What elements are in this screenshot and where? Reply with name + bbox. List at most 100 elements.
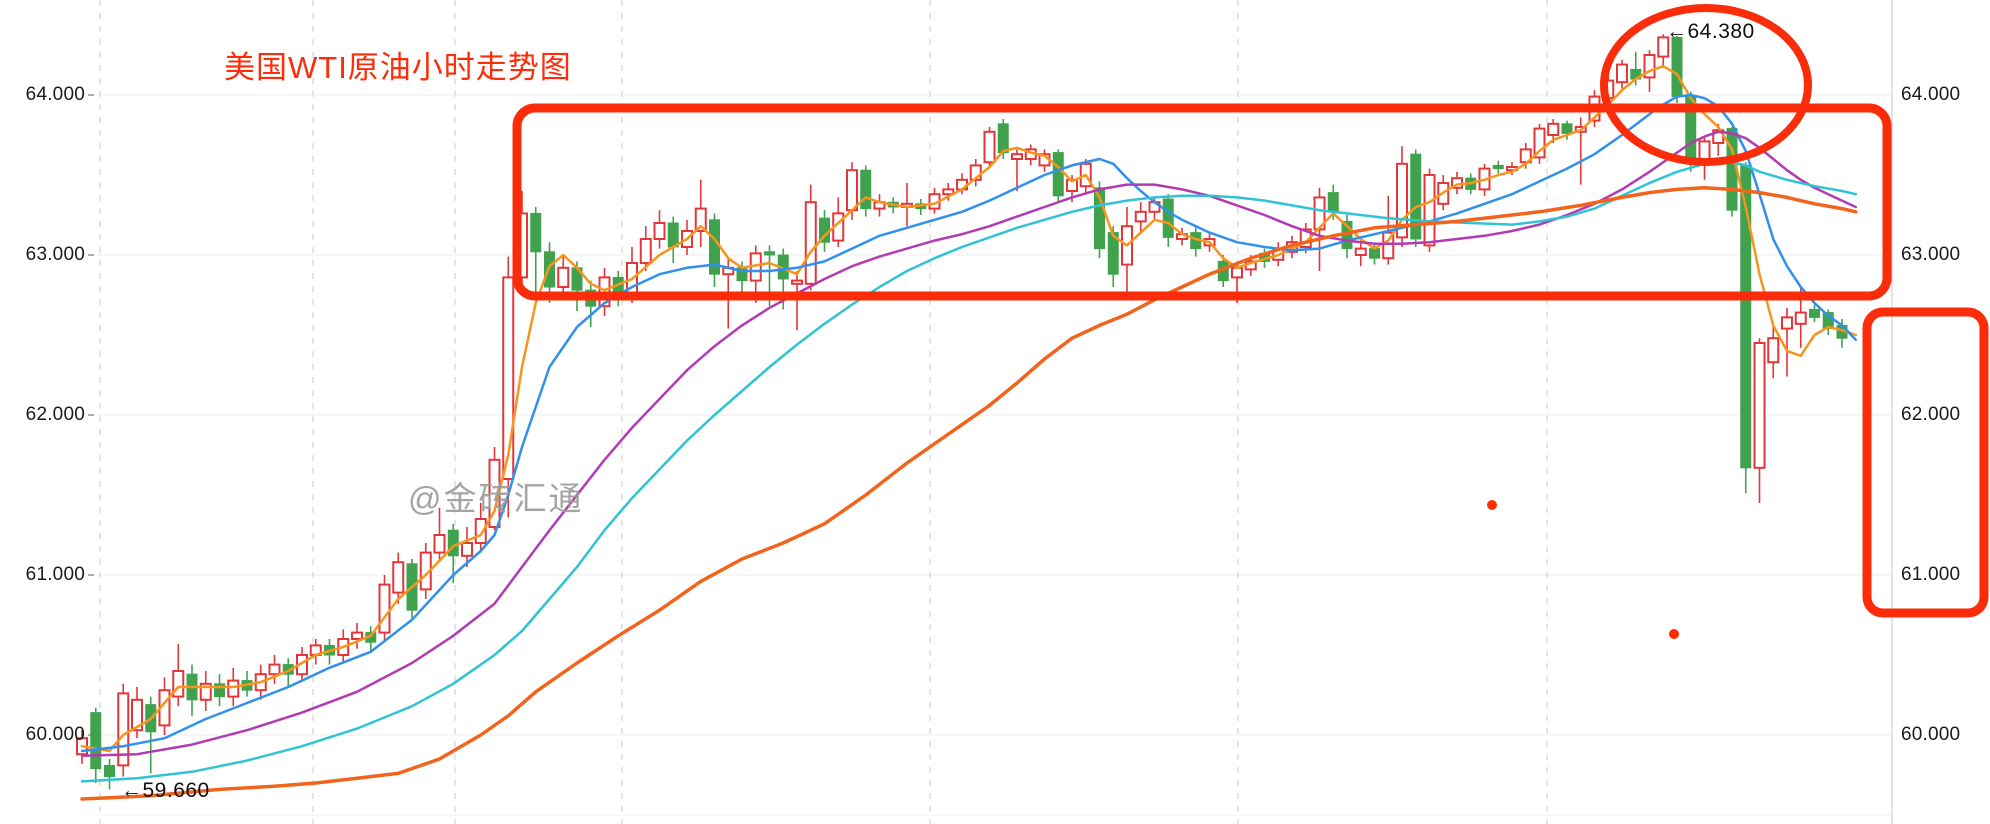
candle	[1094, 181, 1105, 259]
candle-body	[764, 251, 775, 256]
candle-body	[997, 123, 1009, 154]
candle	[1533, 123, 1546, 164]
candle-body	[117, 692, 130, 767]
candle-body	[131, 698, 143, 732]
candle-body	[1767, 337, 1780, 364]
candle-body	[639, 238, 652, 264]
y-axis-label-left: 60.000	[25, 724, 85, 745]
candle	[104, 759, 115, 790]
candle	[186, 664, 198, 716]
candle	[1671, 35, 1683, 103]
candle	[997, 119, 1009, 159]
candle-body	[860, 169, 872, 210]
candle-body	[1492, 164, 1504, 170]
candle-body	[433, 534, 446, 554]
ma-slow-orange	[80, 186, 1858, 801]
candle	[530, 207, 542, 300]
y-axis-label-right: 60.000	[1901, 724, 1961, 745]
candle-body	[351, 631, 363, 640]
candle-body	[1231, 266, 1243, 279]
candle-body	[1753, 342, 1766, 469]
axis-tick	[88, 414, 94, 416]
candle	[667, 216, 679, 263]
candle	[1423, 168, 1436, 252]
candle-body	[942, 188, 955, 196]
candle-body	[791, 279, 803, 285]
candle-body	[1533, 127, 1546, 159]
candle-body	[474, 518, 487, 544]
candle	[983, 127, 996, 169]
candle-body	[1547, 122, 1560, 137]
candle-body	[1809, 308, 1820, 318]
candle	[90, 707, 102, 783]
candle	[461, 527, 473, 567]
candle	[1410, 149, 1422, 247]
candle-body	[530, 212, 542, 253]
candle	[1809, 304, 1820, 323]
candle	[1492, 160, 1504, 174]
candle	[351, 623, 363, 649]
y-axis-label-left: 62.000	[25, 404, 85, 425]
candle-body	[846, 169, 858, 212]
y-axis-label-left: 63.000	[25, 244, 85, 265]
candle-body	[1794, 311, 1807, 325]
candle	[378, 575, 391, 643]
ma-lines-layer	[80, 64, 1858, 801]
y-axis-label-left: 61.000	[25, 564, 85, 585]
candle-body	[1094, 187, 1105, 250]
candle	[214, 674, 225, 707]
candle	[1162, 194, 1174, 247]
ma-purple	[80, 130, 1857, 758]
candle-body	[1134, 210, 1147, 223]
candle-body	[90, 712, 102, 770]
candle-body	[1643, 54, 1656, 79]
candle-body	[1382, 231, 1395, 260]
axis-tick	[88, 574, 94, 576]
candle-body	[653, 222, 666, 240]
high-price-callout: ←64.380	[1666, 20, 1755, 43]
annotation-dot	[1487, 500, 1497, 510]
candle	[199, 671, 212, 711]
candle	[502, 256, 515, 518]
candle	[1657, 34, 1670, 67]
candle-body	[1011, 153, 1023, 160]
watermark: @金砖汇通	[408, 480, 584, 517]
candle	[791, 271, 803, 331]
candle-body	[214, 683, 225, 698]
candle-body	[1671, 36, 1683, 98]
candle	[309, 639, 322, 665]
candle	[860, 165, 872, 217]
candle	[131, 687, 143, 739]
y-axis-label-right: 61.000	[1901, 564, 1961, 585]
candles-layer	[76, 34, 1848, 790]
candle-body	[1781, 316, 1793, 330]
candle	[474, 503, 487, 553]
candle-body	[227, 679, 240, 698]
y-axis-label-right: 62.000	[1901, 404, 1961, 425]
annotation-ellipse	[1600, 4, 1812, 166]
y-axis-label-left: 64.000	[25, 84, 85, 105]
candle	[901, 183, 913, 227]
annotation-dot	[1669, 629, 1679, 639]
candle-body	[1052, 152, 1064, 197]
candle-body	[104, 764, 115, 778]
y-axis-label-right: 64.000	[1901, 84, 1961, 105]
y-axis-label-right: 63.000	[1901, 244, 1961, 265]
candle-body	[1657, 36, 1670, 58]
candle-body	[1396, 162, 1408, 239]
candle-body	[1410, 153, 1422, 240]
candle	[1561, 120, 1573, 140]
ma-blue	[80, 93, 1857, 753]
candle-body	[1369, 248, 1380, 259]
candle-body	[1327, 192, 1339, 213]
candle	[1134, 202, 1147, 233]
candle	[709, 213, 720, 287]
candle-body	[392, 561, 405, 594]
annotations-layer	[512, 4, 1989, 639]
candle	[1190, 226, 1202, 257]
candle	[172, 643, 185, 707]
axis-tick	[88, 254, 94, 256]
candle	[1121, 207, 1133, 292]
